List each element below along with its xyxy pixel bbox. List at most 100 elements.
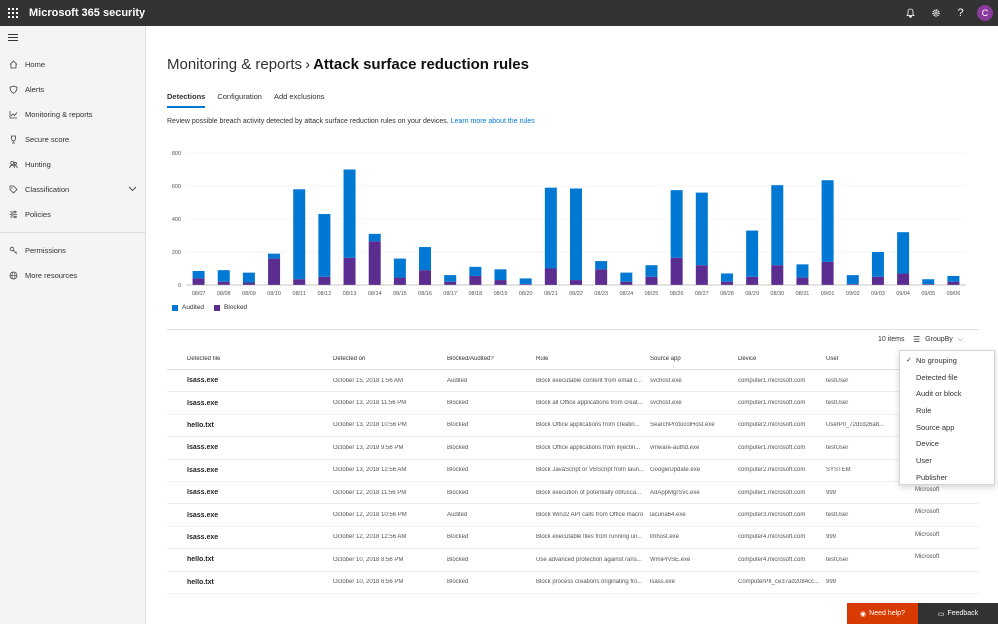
bar-audited xyxy=(268,253,281,259)
x-tick-label: 08/28 xyxy=(720,291,734,297)
cell-detected-on: October 15, 2018 1:56 AM xyxy=(333,377,404,384)
cell-source-app: svchost.exe xyxy=(650,377,682,384)
app-title[interactable]: Microsoft 365 security xyxy=(29,7,146,19)
column-header-blocked-audited[interactable]: Blocked/Audited? xyxy=(447,356,494,362)
collapse-nav-button[interactable] xyxy=(8,34,18,43)
menu-item-detected-file[interactable]: Detected file xyxy=(900,369,994,386)
table-row[interactable]: hello.txt October 10, 2018 8:56 PM Blocked… xyxy=(167,549,979,572)
cell-source-app: WmiPrvSE.exe xyxy=(650,556,691,563)
column-header-rule[interactable]: Rule xyxy=(536,356,549,362)
table-row[interactable]: lsass.exe October 12, 2018 12:56 AM Blocke… xyxy=(167,527,979,550)
x-tick-label: 08/09 xyxy=(242,291,256,297)
breadcrumb: Monitoring & reports › Attack surface redu… xyxy=(167,56,529,73)
sidebar-item-secure-score[interactable]: Secure score xyxy=(0,127,146,152)
avatar[interactable]: C xyxy=(977,5,993,21)
sidebar-item-more-resources[interactable]: More resources xyxy=(0,263,146,288)
bar-blocked xyxy=(821,261,834,285)
bar-blocked xyxy=(318,276,331,285)
home-icon xyxy=(8,60,18,70)
cell-user: testUser xyxy=(826,444,849,451)
groupby-menu: ✓ No grouping Detected file Audit or bloc… xyxy=(899,350,995,485)
tab-detections[interactable]: Detections xyxy=(167,92,206,108)
need-help-button[interactable]: ◉ Need help? xyxy=(847,603,918,624)
breadcrumb-parent[interactable]: Monitoring & reports xyxy=(167,56,303,73)
learn-more-link[interactable]: Learn more about the rules xyxy=(450,118,535,125)
table-row[interactable]: lsass.exe October 13, 2018 9:56 PM Blocked… xyxy=(167,437,979,460)
sidebar-item-label: Permissions xyxy=(25,246,66,255)
x-tick-label: 09/02 xyxy=(846,291,860,297)
cell-source-app: GoogleUpdate.exe xyxy=(650,467,701,474)
cell-device: computer4.microsoft.com xyxy=(738,534,806,541)
menu-item-source-app[interactable]: Source app xyxy=(900,419,994,436)
sidebar-item-hunting[interactable]: Hunting xyxy=(0,152,146,177)
sidebar-item-classification[interactable]: Classification xyxy=(0,177,146,202)
globe-icon xyxy=(8,271,18,281)
y-tick-label: 200 xyxy=(172,250,181,256)
bar-blocked xyxy=(922,284,935,285)
menu-item-audit-or-block[interactable]: Audit or block xyxy=(900,385,994,402)
menu-item-no-grouping[interactable]: ✓ No grouping xyxy=(900,352,994,369)
sidebar-item-monitoring-reports[interactable]: Monitoring & reports xyxy=(0,102,146,127)
sidebar-item-home[interactable]: Home xyxy=(0,52,146,77)
chart-legend: Audited Blocked xyxy=(172,304,257,311)
sidebar-item-label: Monitoring & reports xyxy=(25,110,93,119)
groupby-button[interactable]: ☰ GroupBy ⌵ xyxy=(913,335,963,344)
column-header-device[interactable]: Device xyxy=(738,356,757,362)
notifications-button[interactable] xyxy=(898,0,923,26)
feedback-button[interactable]: ▭ Feedback xyxy=(918,603,998,624)
legend-label: Blocked xyxy=(224,304,248,311)
cell-source-app: lmhost.exe xyxy=(650,534,680,541)
sidebar-item-policies[interactable]: Policies xyxy=(0,202,146,227)
x-tick-label: 08/20 xyxy=(519,291,533,297)
table-header: Detected file Detected on Blocked/Audite… xyxy=(167,349,979,370)
cell-device: computer4.microsoft.com xyxy=(738,556,806,563)
y-tick-label: 400 xyxy=(172,217,181,223)
legend-swatch-blocked xyxy=(214,304,221,311)
settings-button[interactable] xyxy=(923,0,948,26)
table-body: lsass.exe October 15, 2018 1:56 AM Audited… xyxy=(167,370,979,594)
table-row[interactable]: hello.txt October 13, 2018 10:56 PM Blocke… xyxy=(167,415,979,438)
bar-blocked xyxy=(192,278,205,285)
app-launcher-button[interactable] xyxy=(0,0,26,26)
cell-detected-file: hello.txt xyxy=(187,421,214,429)
cell-device: computer1.microsoft.com xyxy=(738,377,806,384)
column-header-detected-on[interactable]: Detected on xyxy=(333,356,366,362)
column-header-detected-file[interactable]: Detected file xyxy=(187,356,221,362)
table-row[interactable]: lsass.exe October 12, 2018 10:56 PM Audite… xyxy=(167,504,979,527)
legend-label: Audited xyxy=(182,304,205,311)
cell-detected-on: October 12, 2018 10:56 PM xyxy=(333,512,407,519)
cell-source-app: svchost.exe xyxy=(650,400,682,407)
cell-blocked-audited: Blocked xyxy=(447,556,469,563)
sidebar-item-alerts[interactable]: Alerts xyxy=(0,77,146,102)
legend-item-blocked[interactable]: Blocked xyxy=(214,304,247,311)
menu-item-user[interactable]: User xyxy=(900,452,994,469)
cell-rule: Block executable files from running un..… xyxy=(536,534,643,541)
legend-item-audited[interactable]: Audited xyxy=(172,304,204,311)
menu-item-device[interactable]: Device xyxy=(900,435,994,452)
table-row[interactable]: hello.txt October 10, 2018 6:56 PM Blocked… xyxy=(167,572,979,594)
x-tick-label: 09/03 xyxy=(871,291,885,297)
menu-item-publisher[interactable]: Publisher xyxy=(900,469,994,486)
detections-table: Detected file Detected on Blocked/Audite… xyxy=(167,349,979,594)
table-row[interactable]: lsass.exe October 13, 2018 11:56 PM Blocke… xyxy=(167,392,979,415)
bar-blocked xyxy=(645,276,658,285)
checkmark-icon: ✓ xyxy=(906,357,912,365)
bar-blocked xyxy=(595,269,608,285)
column-header-source-app[interactable]: Source app xyxy=(650,356,681,362)
sidebar-item-label: Alerts xyxy=(25,85,45,94)
chevron-down-icon[interactable] xyxy=(128,185,137,194)
y-tick-label: 600 xyxy=(172,184,181,190)
sidebar-item-permissions[interactable]: Permissions xyxy=(0,238,146,263)
column-header-user[interactable]: User xyxy=(826,356,839,362)
table-row[interactable]: lsass.exe October 15, 2018 1:56 AM Audited… xyxy=(167,370,979,393)
bar-blocked xyxy=(846,284,859,285)
table-row[interactable]: lsass.exe October 13, 2018 12:56 AM Blocke… xyxy=(167,460,979,482)
table-row[interactable]: lsass.exe October 12, 2018 11:56 PM Blocke… xyxy=(167,482,979,505)
tab-add-exclusions[interactable]: Add exclusions xyxy=(273,92,325,101)
menu-item-rule[interactable]: Rule xyxy=(900,402,994,419)
help-button[interactable]: ? xyxy=(948,0,973,26)
bar-audited xyxy=(343,169,356,258)
cell-rule: Block JavaScript or VBScript from laun..… xyxy=(536,467,645,474)
cell-user: 999 xyxy=(826,579,837,586)
tab-configuration[interactable]: Configuration xyxy=(217,92,262,101)
